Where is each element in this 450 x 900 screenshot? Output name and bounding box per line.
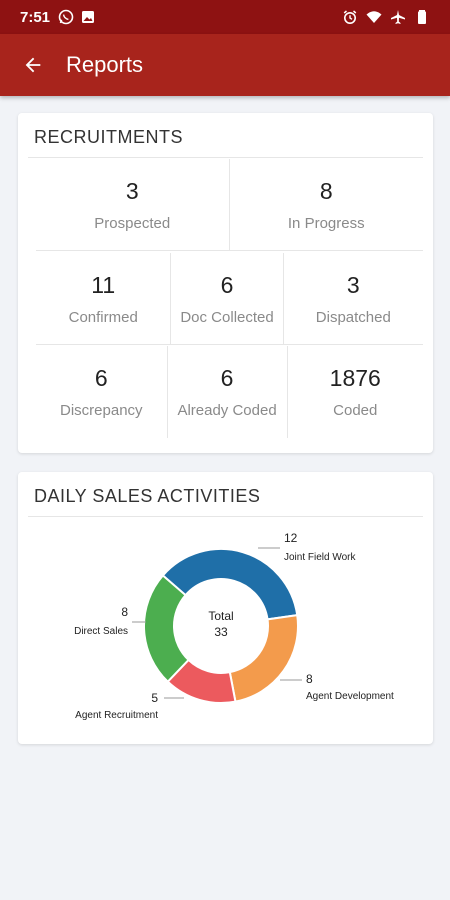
slice-direct-sales[interactable] [143,574,190,684]
stat-value: 6 [94,365,108,391]
stat-dispatched[interactable]: 3 Dispatched [284,253,423,344]
chart-center-label: Total [208,609,233,623]
slice-value-label: 8 [306,672,313,686]
stat-value: 11 [91,271,116,298]
wifi-icon [366,9,382,25]
slice-value-label: 12 [284,531,298,545]
app-bar: Reports [0,34,450,96]
recruitment-row: 3 Prospected 8 In Progress [36,159,423,251]
recruitments-title: RECRUITMENTS [34,127,183,147]
stat-label: Already Coded [177,402,277,419]
stat-coded[interactable]: 1876 Coded [288,346,423,438]
slice-category-label: Agent Recruitment [75,710,158,721]
stat-in-progress[interactable]: 8 In Progress [230,159,424,250]
recruitments-card: RECRUITMENTS 3 Prospected 8 In Progress … [18,113,433,453]
chart-center-value: 33 [214,625,228,639]
stat-label: Prospected [94,214,171,232]
stat-label: Doc Collected [180,308,274,326]
back-button[interactable] [18,50,48,80]
stat-doc-collected[interactable]: 6 Doc Collected [171,253,284,344]
stat-prospected[interactable]: 3 Prospected [36,159,230,250]
alarm-icon [342,9,358,25]
stat-value: 8 [319,177,333,204]
slice-category-label: Agent Development [306,691,394,702]
airplane-icon [390,9,406,25]
slice-value-label: 5 [151,691,158,705]
divider [28,516,423,517]
stat-label: Confirmed [68,308,138,326]
stat-label: Coded [333,402,378,419]
stat-label: In Progress [287,214,365,232]
slice-value-label: 8 [121,605,128,619]
donut-chart: 12 Joint Field Work 8 Agent Development 5 Age… [18,518,433,744]
image-icon [80,9,96,25]
stat-value: 3 [125,177,139,204]
stat-discrepancy[interactable]: 6 Discrepancy [36,346,168,438]
donut-chart-svg: 12 Joint Field Work 8 Agent Development 5 Age… [74,531,394,721]
battery-icon [414,9,430,25]
slice-category-label: Direct Sales [74,626,128,637]
stat-confirmed[interactable]: 11 Confirmed [36,253,172,344]
stat-label: Discrepancy [60,402,143,419]
recruitment-row: 6 Discrepancy 6 Already Coded 1876 Coded [36,346,423,438]
stat-value: 1876 [329,365,381,391]
arrow-left-icon [25,57,41,73]
divider [28,157,423,158]
daily-sales-card: DAILY SALES ACTIVITIES 12 Joint Field Wor… [18,472,433,744]
slice-agent-development[interactable] [228,614,299,703]
daily-sales-title: DAILY SALES ACTIVITIES [34,486,261,506]
stat-value: 6 [220,271,234,298]
whatsapp-icon [58,9,74,25]
stat-label: Dispatched [315,308,391,326]
page-title: Reports [66,52,144,77]
stat-value: 3 [346,271,360,298]
status-time: 7:51 [20,8,51,26]
slice-joint-field-work[interactable] [161,548,299,621]
stat-value: 6 [220,365,234,391]
stat-already-coded[interactable]: 6 Already Coded [168,346,288,438]
recruitment-row: 11 Confirmed 6 Doc Collected 3 Dispatche… [36,253,423,345]
status-bar: 7:51 [0,0,450,34]
slice-category-label: Joint Field Work [284,552,357,563]
